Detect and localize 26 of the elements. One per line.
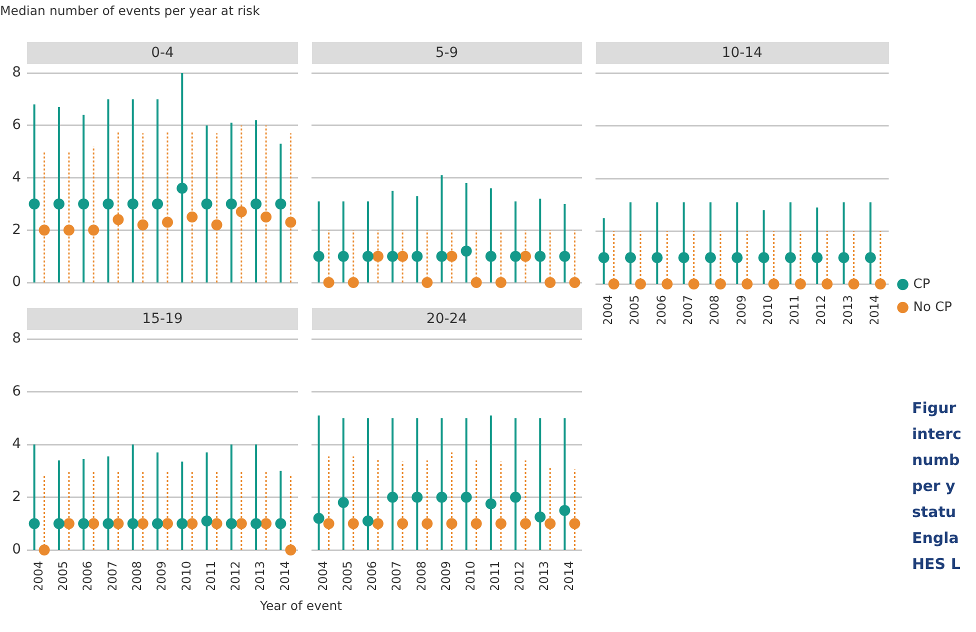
text: statu xyxy=(912,502,958,523)
chart-title: 5-9 xyxy=(312,42,582,64)
text: Engla xyxy=(912,528,960,549)
y-tick-label: 6 xyxy=(12,117,22,134)
text: interc xyxy=(912,424,962,445)
text: Figur xyxy=(912,398,958,419)
y-tick-label: 8 xyxy=(12,64,21,81)
text: numb xyxy=(912,450,961,471)
y-tick-label: 2 xyxy=(12,222,21,238)
text: HES L xyxy=(912,554,962,575)
legend-label: No CP xyxy=(913,300,952,315)
y-tick-label: 0 xyxy=(12,542,21,558)
y-tick-label: 6 xyxy=(12,383,22,400)
text: per y xyxy=(912,476,956,497)
x-axis-title: Year of event xyxy=(258,598,344,613)
chart-title: 20-24 xyxy=(312,308,582,330)
y-tick-label: 0 xyxy=(12,274,21,290)
y-axis-title: Median number of events per year at risk xyxy=(0,3,260,18)
chart-title: 10-14 xyxy=(596,42,889,64)
y-tick-label: 2 xyxy=(12,488,21,505)
legend-label: CP xyxy=(913,276,930,292)
y-tick-label: 4 xyxy=(12,436,22,452)
y-tick-label: 8 xyxy=(12,330,21,347)
chart-title: 15-19 xyxy=(27,308,298,330)
chart-title: 0-4 xyxy=(27,42,298,64)
y-tick-label: 4 xyxy=(12,169,22,186)
